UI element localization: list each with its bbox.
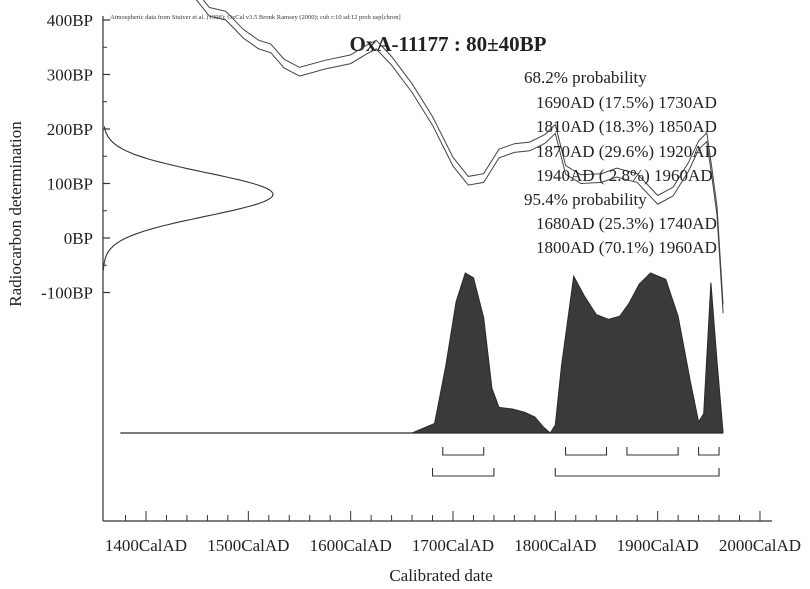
x-tick-label: 1400CalAD <box>105 536 187 555</box>
prob-line: 1690AD (17.5%) 1730AD <box>536 93 717 112</box>
prob-line: 1800AD (70.1%) 1960AD <box>536 238 717 257</box>
y-tick-label: 400BP <box>47 11 93 30</box>
x-tick-label: 1500CalAD <box>207 536 289 555</box>
range-68-bracket <box>565 447 608 456</box>
x-tick-label: 1900CalAD <box>617 536 699 555</box>
calibration-curve-lower <box>195 0 724 314</box>
range-68-bracket <box>442 447 485 456</box>
calibration-curve <box>195 0 724 314</box>
y-tick-label: 0BP <box>64 229 93 248</box>
x-tick-label: 1600CalAD <box>310 536 392 555</box>
x-tick-label: 1800CalAD <box>514 536 596 555</box>
header-note: Atmospheric data from Stuiver et al. (19… <box>110 14 401 21</box>
prob-line: 1940AD ( 2.8%) 1960AD <box>536 166 713 185</box>
probability-range-brackets <box>431 447 720 477</box>
y-axis-ticks: 500BP400BP300BP200BP100BP0BP-100BP <box>41 11 110 303</box>
prob-line: 1870AD (29.6%) 1920AD <box>536 142 717 161</box>
calibrated-distribution <box>120 272 724 434</box>
range-95-bracket <box>554 468 720 477</box>
range-95-bracket <box>431 468 495 477</box>
y-tick-label: 100BP <box>47 175 93 194</box>
range-68-bracket <box>626 447 679 456</box>
y-axis-title: Radiocarbon determination <box>6 121 25 307</box>
range-68-bracket <box>698 447 720 456</box>
chart-title: OxA-11177 : 80±40BP <box>349 32 546 56</box>
prob-line: 1810AD (18.3%) 1850AD <box>536 117 717 136</box>
calibrated-probability-area <box>120 272 724 434</box>
y-tick-label: 300BP <box>47 66 93 85</box>
x-tick-label: 1700CalAD <box>412 536 494 555</box>
probability-text-block: 68.2% probability 1690AD (17.5%) 1730AD … <box>524 68 717 257</box>
calibration-curve-upper <box>202 0 724 305</box>
y-tick-label: 200BP <box>47 120 93 139</box>
y-tick-label: -100BP <box>41 284 93 303</box>
x-axis-ticks: 1400CalAD 1500CalAD 1600CalAD 1700CalAD 1800… <box>105 511 801 555</box>
x-tick-label: 2000CalAD <box>719 536 801 555</box>
prob-line: 1680AD (25.3%) 1740AD <box>536 214 717 233</box>
prob-line: 68.2% probability <box>524 68 647 87</box>
x-axis-title: Calibrated date <box>389 566 492 585</box>
radiocarbon-gaussian-curve <box>102 126 274 271</box>
prob-line: 95.4% probability <box>524 190 647 209</box>
radiocarbon-gaussian <box>102 126 274 271</box>
